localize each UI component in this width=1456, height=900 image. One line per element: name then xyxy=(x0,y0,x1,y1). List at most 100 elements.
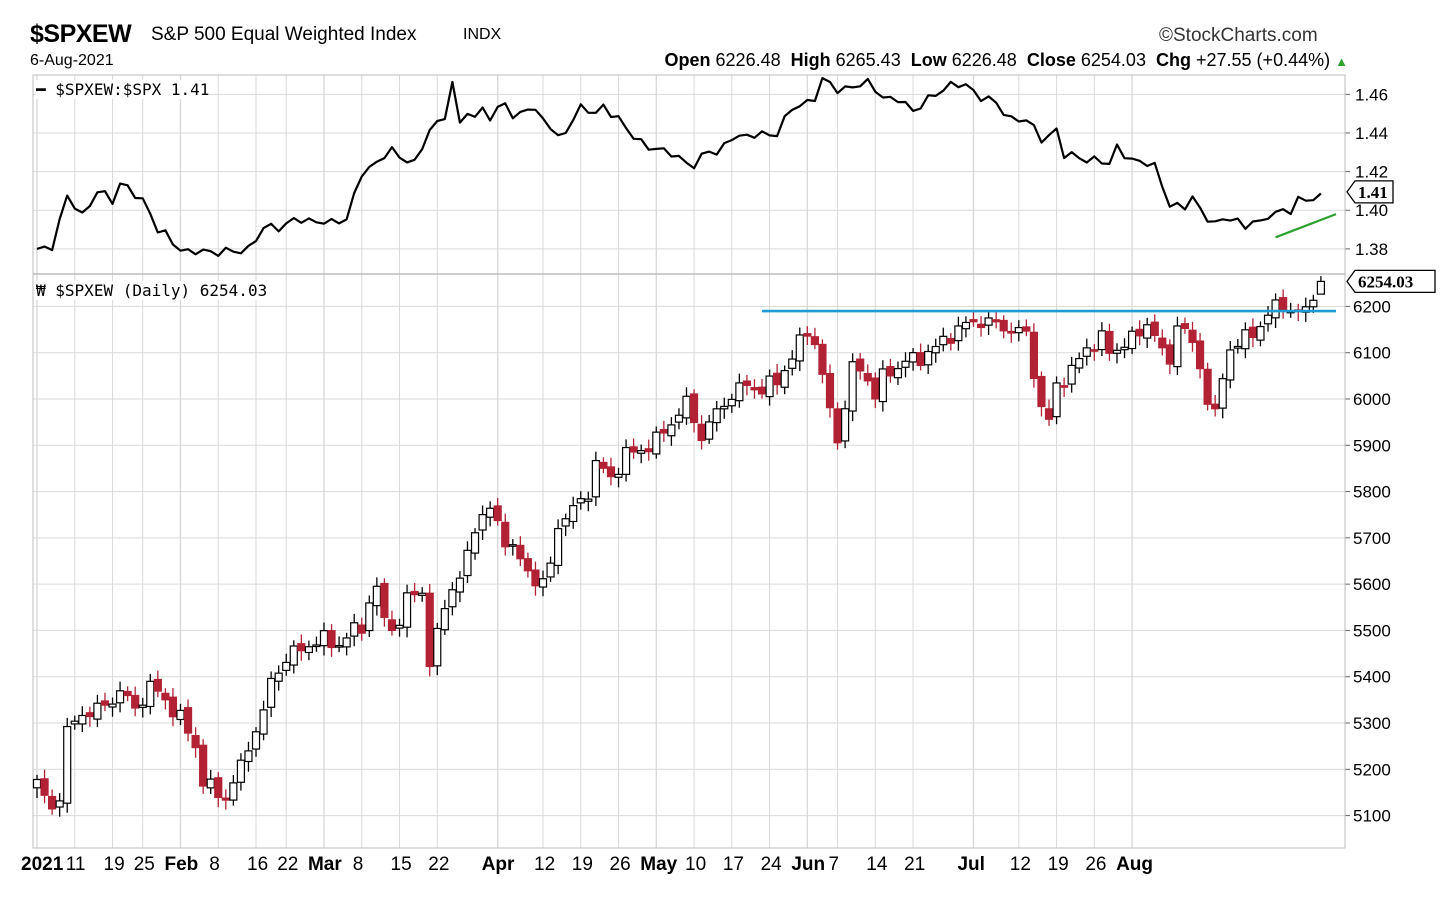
price-y-tick-label: 5900 xyxy=(1353,436,1391,455)
candle-body xyxy=(848,361,857,412)
candle-body xyxy=(206,778,215,789)
candle-body xyxy=(599,461,608,469)
candle-body xyxy=(1022,326,1031,332)
candle-body xyxy=(538,578,548,588)
candle-body xyxy=(63,725,72,804)
candle-body xyxy=(1158,337,1167,349)
candle-body xyxy=(100,700,110,706)
candle-body xyxy=(546,562,555,578)
candle-body xyxy=(1211,403,1220,410)
candle-body xyxy=(319,630,329,647)
candle-body xyxy=(1067,364,1076,385)
candle-body xyxy=(1203,368,1212,405)
candle-body xyxy=(425,592,434,668)
low-value: 6226.48 xyxy=(951,50,1017,70)
x-tick-label: 16 xyxy=(247,854,268,875)
candle-body xyxy=(614,473,623,478)
candle-body xyxy=(554,527,563,567)
candle-body xyxy=(1233,345,1242,349)
candle-body xyxy=(357,624,366,634)
candle-body xyxy=(999,319,1008,332)
price-last-value-text: 6254.03 xyxy=(1358,272,1413,291)
candle-body xyxy=(440,607,449,631)
candle-body xyxy=(795,334,804,362)
candle-body xyxy=(93,702,102,720)
ratio-y-tick-label: 1.38 xyxy=(1355,240,1388,259)
candle-body xyxy=(576,498,585,504)
ratio-legend-label: $SPXEW:$SPX 1.41 xyxy=(55,80,210,99)
exchange-label: INDX xyxy=(463,26,502,43)
candle-body xyxy=(780,370,789,388)
candle-body xyxy=(1256,325,1265,341)
copyright-icon: © xyxy=(1159,25,1173,46)
candle-body xyxy=(1241,329,1250,350)
candle-body xyxy=(1271,299,1280,319)
ratio-legend: ━ $SPXEW:$SPX 1.41 xyxy=(36,80,210,99)
candle-body xyxy=(48,795,57,810)
x-tick-label: May xyxy=(640,854,677,875)
candle-body xyxy=(871,377,880,400)
candle-body xyxy=(644,448,653,453)
candle-body xyxy=(584,498,593,502)
candle-body xyxy=(312,644,321,648)
candle-body xyxy=(1112,349,1122,354)
x-tick-label: 14 xyxy=(866,854,888,875)
candle-body xyxy=(1037,375,1046,408)
candle-body xyxy=(463,549,472,577)
brand-logo[interactable]: ©StockCharts.com xyxy=(1159,25,1318,47)
candle-body xyxy=(984,317,993,326)
candle-body xyxy=(387,619,397,631)
x-tick-label: 17 xyxy=(723,854,744,875)
candle-body xyxy=(569,505,578,523)
high-value: 6265.43 xyxy=(835,50,901,70)
candle-body xyxy=(267,677,276,708)
candle-body xyxy=(1188,329,1197,343)
ratio-y-tick-label: 1.44 xyxy=(1355,124,1388,143)
candle-body xyxy=(856,358,865,372)
price-y-tick-label: 5800 xyxy=(1353,483,1391,502)
chg-value: +27.55 (+0.44%) xyxy=(1196,50,1331,70)
x-tick-label: 22 xyxy=(277,854,298,875)
candle-body xyxy=(954,325,963,342)
brand-name: StockCharts.com xyxy=(1173,25,1318,46)
candle-body xyxy=(410,590,419,596)
candle-body xyxy=(705,421,714,440)
candle-body xyxy=(78,714,87,725)
price-last-value-box xyxy=(1346,269,1436,294)
x-tick-label: Mar xyxy=(308,854,342,875)
candle-body xyxy=(486,507,495,518)
candle-body xyxy=(327,630,336,649)
candle-body xyxy=(788,358,797,369)
x-tick-label: Jun xyxy=(791,854,825,875)
candle-body xyxy=(55,800,64,808)
candle-body xyxy=(259,709,268,735)
candle-body xyxy=(833,408,842,444)
candle-body xyxy=(1279,297,1288,312)
candle-body xyxy=(70,720,79,725)
candle-body xyxy=(1075,357,1084,369)
candle-body xyxy=(1082,347,1091,357)
price-legend: ₩ $SPXEW (Daily) 6254.03 xyxy=(36,281,268,300)
candle-body xyxy=(939,335,948,346)
candle-body xyxy=(924,350,933,366)
chart-symbol: $SPXEW xyxy=(30,20,132,48)
candle-body xyxy=(735,382,744,402)
candle-body xyxy=(1029,331,1039,379)
candle-body xyxy=(992,319,1001,323)
price-y-tick-label: 6100 xyxy=(1353,344,1391,363)
candle-body xyxy=(365,602,374,632)
candle-body xyxy=(886,366,895,377)
price-y-tick-label: 5200 xyxy=(1353,760,1391,779)
candle-body xyxy=(282,661,291,671)
candle-body xyxy=(493,505,502,522)
candle-body xyxy=(750,387,759,391)
candle-body xyxy=(840,408,850,442)
chart-date: 6-Aug-2021 xyxy=(30,52,114,69)
x-tick-label: 22 xyxy=(428,854,449,875)
candle-body xyxy=(523,558,533,572)
candle-body xyxy=(153,678,162,692)
candle-body xyxy=(773,372,782,386)
price-y-tick-label: 5700 xyxy=(1353,529,1391,548)
ratio-trendline xyxy=(1275,213,1337,239)
